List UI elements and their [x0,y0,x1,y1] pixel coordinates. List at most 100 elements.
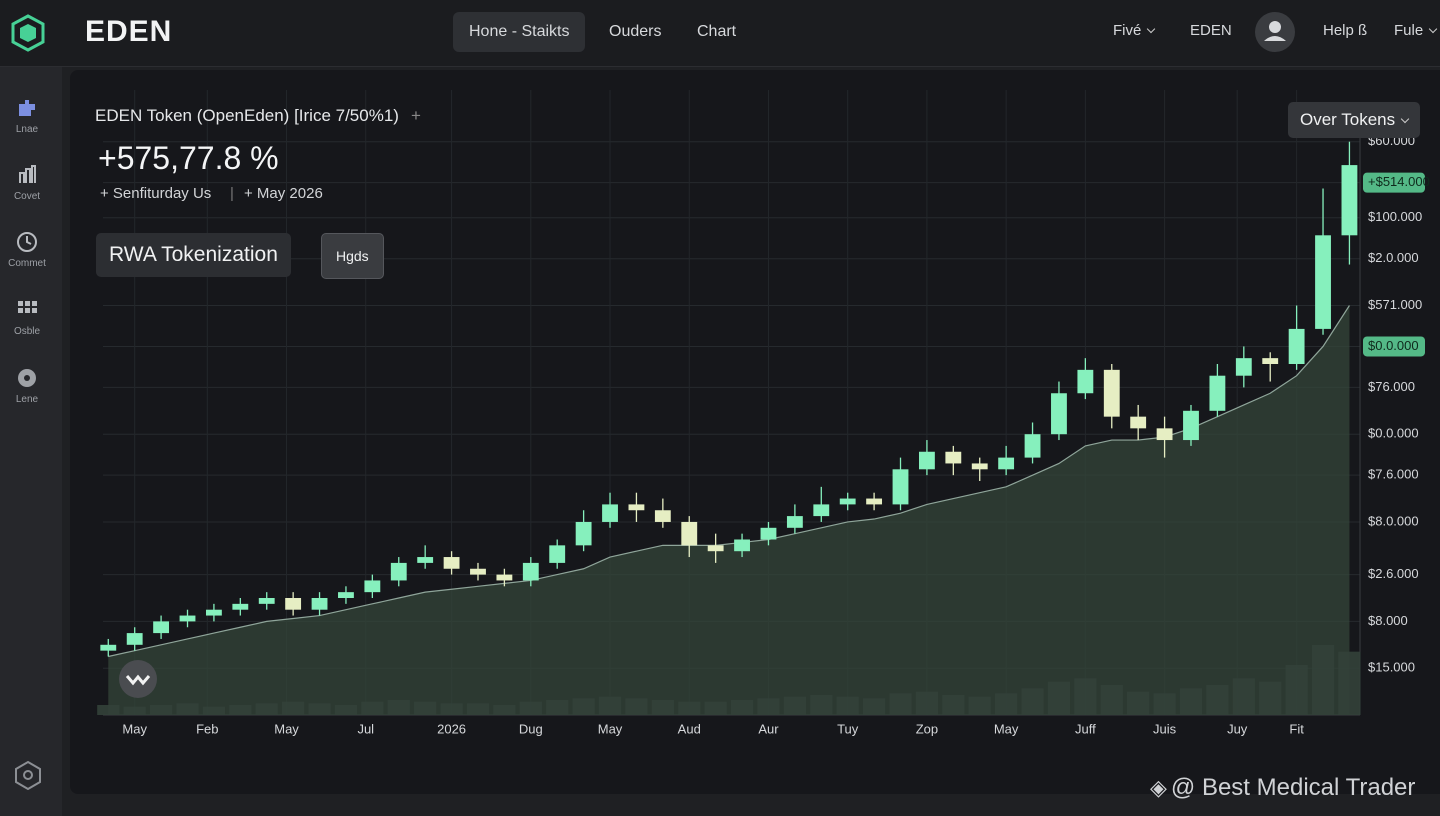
candle-body [1077,369,1094,394]
y-tick-label: $0.0.000 [1368,426,1419,441]
x-tick-label: Juff [1075,721,1096,736]
volume-bar [651,700,674,715]
volume-bar [414,701,437,715]
volume-bar [730,700,754,715]
volume-bar [942,695,965,715]
menu-item[interactable]: Fivé [1113,22,1156,39]
icon [19,165,36,183]
volume-bar [1021,688,1044,715]
icon [18,369,36,387]
x-tick-label: Dug [519,721,543,736]
tag[interactable]: Hgds [321,233,384,279]
candle-body [1315,235,1331,329]
candle-body [1183,410,1199,441]
sidebar-label: Covet [13,191,41,202]
volume-bar [1232,678,1255,715]
volume-bar [176,703,199,715]
volume-bar [1206,685,1229,715]
y-tick-label: $8.0.000 [1368,513,1419,528]
nav-item[interactable]: Chart [697,23,737,40]
volume-bar [493,705,516,715]
nav-item[interactable]: Hone - Staikts [453,12,586,52]
candle-body [998,457,1015,470]
x-tick-label: Fit [1289,721,1304,736]
sidebar-item[interactable]: Lnae [0,96,54,135]
volume-bar [440,703,463,715]
price-change: +575,77.8 % [98,140,279,176]
y-tick-label: $2.6.000 [1368,566,1419,581]
tag[interactable]: RWA Tokenization [96,233,291,277]
sidebar-item[interactable]: Lene [0,366,54,405]
sidebar [0,67,62,816]
y-tick-label: $76.000 [1368,379,1415,394]
chart-badge-icon[interactable] [118,659,158,699]
x-tick-label: 2026 [437,721,466,736]
sidebar-item[interactable]: Commet [0,230,54,269]
volume-bar [361,701,384,715]
candle-body [1130,416,1147,429]
candle-body [470,568,486,575]
candle-body [522,562,539,581]
watermark-text: @ Best Medical Trader [1170,774,1416,801]
sidebar-label: Lnae [15,124,39,135]
sidebar-item[interactable]: Osble [0,298,54,337]
y-tick-label: $15.000 [1368,660,1415,675]
volume-bar [1259,681,1282,715]
meta: + May 2026 [244,185,323,202]
candle-body [364,580,381,593]
candle-body [126,633,143,645]
candle-body [179,615,196,622]
candle-body [866,498,883,505]
candle-body [390,562,407,581]
volume-bar [704,701,727,715]
watermark: ◈ @ Best Medical Trader [1150,774,1416,801]
volume-bar [995,693,1018,715]
candle-body [786,516,803,528]
volume-bar [1127,691,1150,715]
x-tick-label: Aud [678,721,701,736]
volume-bar [282,701,305,715]
separator: | [230,185,234,202]
nav-item[interactable]: Ouders [609,23,662,40]
menu-item[interactable]: Fule [1394,22,1438,39]
volume-bar [1074,678,1097,715]
y-tick-label: $571.000 [1368,297,1422,312]
top-bar [0,0,1440,67]
icon [19,100,35,116]
token-title: EDEN Token (OpenEden) [Irice 7/50%1) + [95,106,421,125]
volume-bar [387,700,410,715]
settings-icon[interactable] [13,760,43,790]
volume-bar [1338,651,1361,715]
x-tick-label: Juis [1153,721,1177,736]
meta: + Senfiturday Us [100,185,212,202]
volume-bar [625,698,648,715]
menu-item[interactable]: Help ß [1323,22,1368,39]
volume-bar [968,696,991,715]
volume-bar [810,695,833,715]
volume-bar [1179,688,1203,715]
price-badge [1363,172,1425,193]
candle-body [575,521,592,546]
y-tick-label: $0.0.000 [1368,338,1419,353]
candle-body [311,598,328,610]
volume-bar [308,703,331,715]
x-tick-label: May [274,721,299,736]
candle-body [232,603,249,610]
menu-item[interactable]: EDEN [1190,22,1232,39]
candle-body [628,504,645,511]
x-tick-label: May [994,721,1019,736]
candle-body [205,609,222,616]
dropdown[interactable]: Over Tokens [1288,102,1421,138]
x-tick-label: Juy [1227,721,1248,736]
avatar[interactable] [1254,11,1296,53]
candle-body [417,557,434,563]
volume-bar [334,705,358,715]
brand[interactable]: EDEN [85,15,173,48]
sidebar-item[interactable]: Covet [0,163,54,202]
volume-bar [255,703,278,715]
volume-bar [150,705,173,715]
candle-body [496,574,513,581]
volume-bar [123,706,146,715]
candle-body [971,463,988,470]
logo [11,14,45,52]
